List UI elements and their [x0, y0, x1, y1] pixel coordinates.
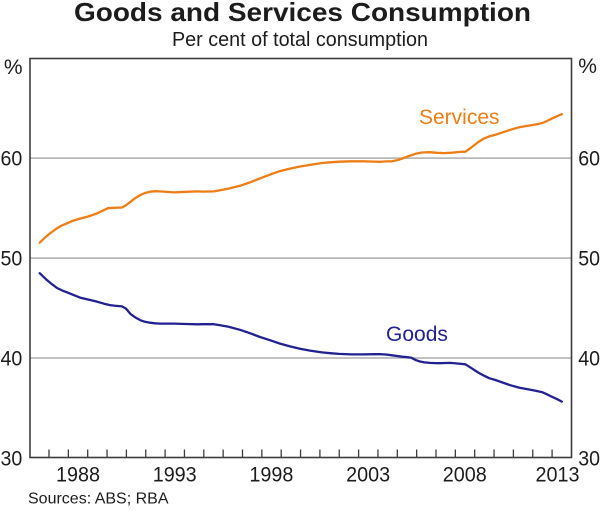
svg-text:30: 30: [1, 447, 23, 470]
svg-text:Goods and Services Consumption: Goods and Services Consumption: [74, 0, 531, 27]
svg-text:1988: 1988: [56, 464, 100, 487]
svg-text:2003: 2003: [346, 464, 390, 487]
svg-text:60: 60: [1, 148, 23, 171]
svg-text:Services: Services: [419, 106, 500, 129]
svg-text:60: 60: [578, 148, 600, 171]
svg-text:40: 40: [578, 348, 600, 371]
svg-text:40: 40: [1, 348, 23, 371]
svg-text:1998: 1998: [249, 464, 293, 487]
svg-text:50: 50: [578, 248, 600, 271]
svg-text:30: 30: [578, 447, 600, 470]
svg-text:Goods: Goods: [386, 323, 448, 346]
svg-text:%: %: [578, 55, 597, 78]
svg-text:2008: 2008: [443, 464, 487, 487]
svg-text:%: %: [4, 56, 23, 79]
svg-text:Sources: ABS; RBA: Sources: ABS; RBA: [28, 491, 169, 508]
svg-text:Per cent of total consumption: Per cent of total consumption: [172, 29, 428, 51]
svg-text:1993: 1993: [153, 464, 197, 487]
svg-text:50: 50: [1, 248, 23, 271]
svg-text:2013: 2013: [536, 464, 580, 487]
